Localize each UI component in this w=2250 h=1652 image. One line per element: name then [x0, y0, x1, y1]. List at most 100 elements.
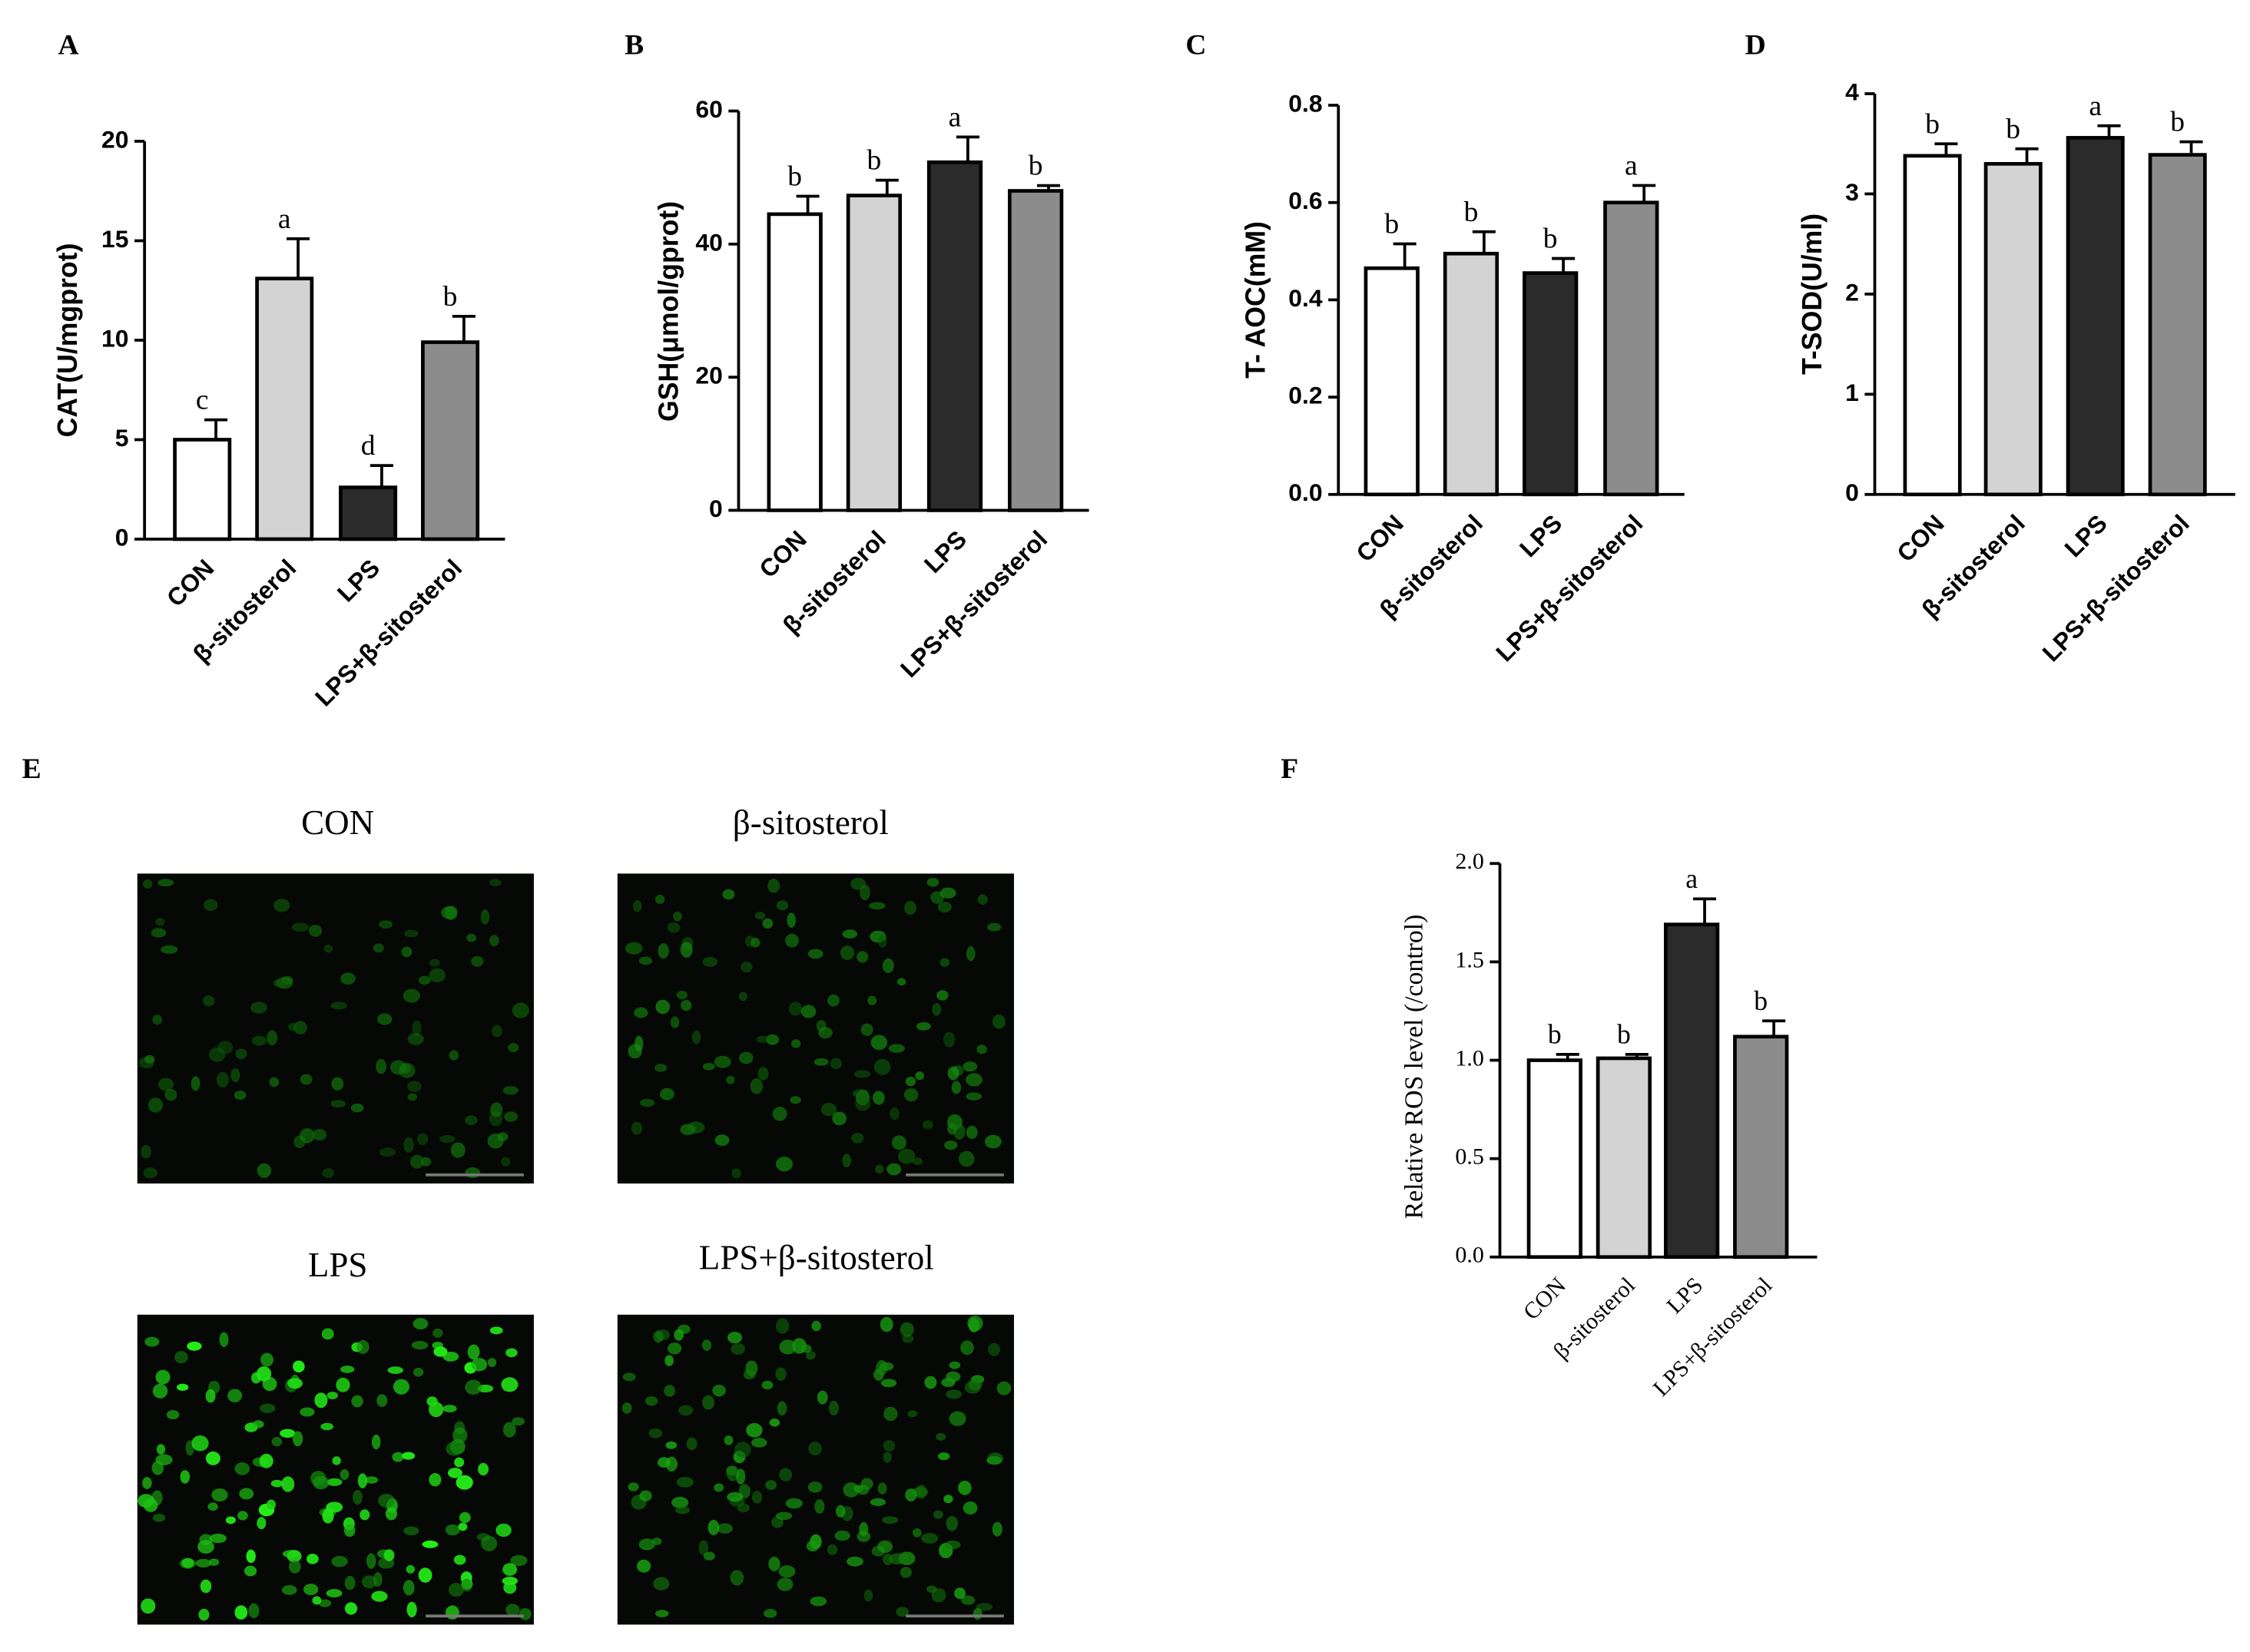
cell: [667, 922, 681, 933]
y-tick-label: 20: [101, 125, 128, 153]
cell: [714, 1134, 730, 1147]
cell: [403, 1580, 415, 1596]
cell: [373, 1571, 383, 1587]
cell: [326, 1478, 343, 1486]
cell: [996, 1381, 1012, 1395]
cell: [344, 1575, 356, 1591]
cell: [654, 895, 665, 904]
cell: [502, 1086, 519, 1095]
cell: [800, 1005, 817, 1018]
cell: [892, 1135, 906, 1150]
cell: [868, 902, 886, 910]
cell: [449, 1050, 459, 1061]
y-tick-label: 0: [115, 523, 129, 551]
cell: [658, 943, 669, 959]
cell: [445, 1605, 459, 1620]
cell: [860, 884, 870, 901]
image-title: β-sitosterol: [733, 803, 889, 842]
cell: [852, 1089, 869, 1098]
cell: [203, 899, 218, 912]
significance-letter: b: [443, 281, 458, 313]
cell: [754, 912, 766, 920]
cell: [944, 1141, 958, 1150]
cell: [481, 1535, 498, 1551]
cell: [259, 1403, 276, 1413]
cell: [378, 1493, 395, 1508]
cell: [947, 1066, 959, 1081]
cell: [141, 1144, 151, 1159]
cell: [330, 1001, 347, 1010]
cell: [987, 922, 1002, 932]
cell: [197, 1540, 214, 1554]
bar: [1007, 189, 1064, 512]
cell: [992, 1014, 1006, 1029]
cell: [731, 1342, 745, 1355]
cell: [785, 933, 799, 948]
x-tick-label: CON: [161, 554, 220, 612]
cell: [806, 1540, 819, 1552]
panel-label: F: [1281, 753, 1298, 785]
cell: [372, 1434, 381, 1450]
x-tick-label: CON: [754, 525, 812, 584]
cell: [227, 1389, 243, 1402]
cell: [379, 1147, 396, 1157]
cell: [768, 1556, 780, 1571]
cell: [203, 995, 215, 1007]
significance-letter: b: [1754, 985, 1768, 1016]
cell: [807, 1482, 823, 1493]
cell: [632, 899, 642, 912]
cell: [387, 1366, 403, 1374]
cell: [191, 1435, 209, 1452]
cell: [888, 1553, 906, 1565]
cell: [665, 1441, 678, 1449]
cell: [505, 1604, 520, 1616]
significance-letter: b: [2006, 114, 2020, 145]
cell: [257, 1163, 272, 1178]
image-title: LPS: [308, 1246, 368, 1284]
cell: [512, 1002, 529, 1018]
bar: [1526, 1058, 1582, 1260]
cell: [157, 879, 174, 887]
panel-label: E: [22, 753, 41, 785]
panel-label: D: [1745, 30, 1766, 61]
cell: [288, 1560, 301, 1574]
cell: [497, 1132, 509, 1141]
cell: [731, 1168, 741, 1179]
cell: [489, 879, 502, 887]
cell: [300, 1127, 315, 1144]
cell: [141, 1598, 156, 1614]
cell: [777, 1401, 787, 1415]
image-background: [137, 873, 534, 1184]
cell: [775, 1318, 790, 1334]
y-tick-label: 0.8: [1288, 89, 1322, 117]
cell: [896, 978, 906, 986]
cell: [209, 1558, 220, 1566]
cell: [988, 1342, 1000, 1356]
cell: [155, 1454, 173, 1465]
cell: [779, 1339, 797, 1355]
y-tick-label: 5: [115, 424, 129, 452]
cell: [625, 942, 643, 955]
cell: [155, 1369, 171, 1385]
cell: [508, 1043, 519, 1053]
cell: [916, 1021, 931, 1031]
cell: [882, 1516, 899, 1525]
cell: [357, 1473, 368, 1488]
cell: [489, 935, 499, 947]
x-tick-label: CON: [1519, 1273, 1571, 1325]
y-tick-label: 40: [695, 228, 722, 256]
fluorescence-image: [137, 873, 534, 1184]
cell: [960, 1340, 974, 1356]
cell: [726, 1465, 740, 1482]
cell: [330, 1100, 346, 1108]
cell: [350, 1103, 364, 1113]
cell: [152, 1015, 163, 1025]
cell: [926, 878, 939, 887]
cell: [751, 1437, 767, 1448]
cell: [936, 990, 949, 1001]
cell: [448, 1583, 464, 1597]
cell: [790, 1039, 801, 1048]
cell: [805, 1350, 816, 1360]
cell: [402, 1452, 416, 1460]
y-tick-label: 2: [1845, 278, 1859, 306]
